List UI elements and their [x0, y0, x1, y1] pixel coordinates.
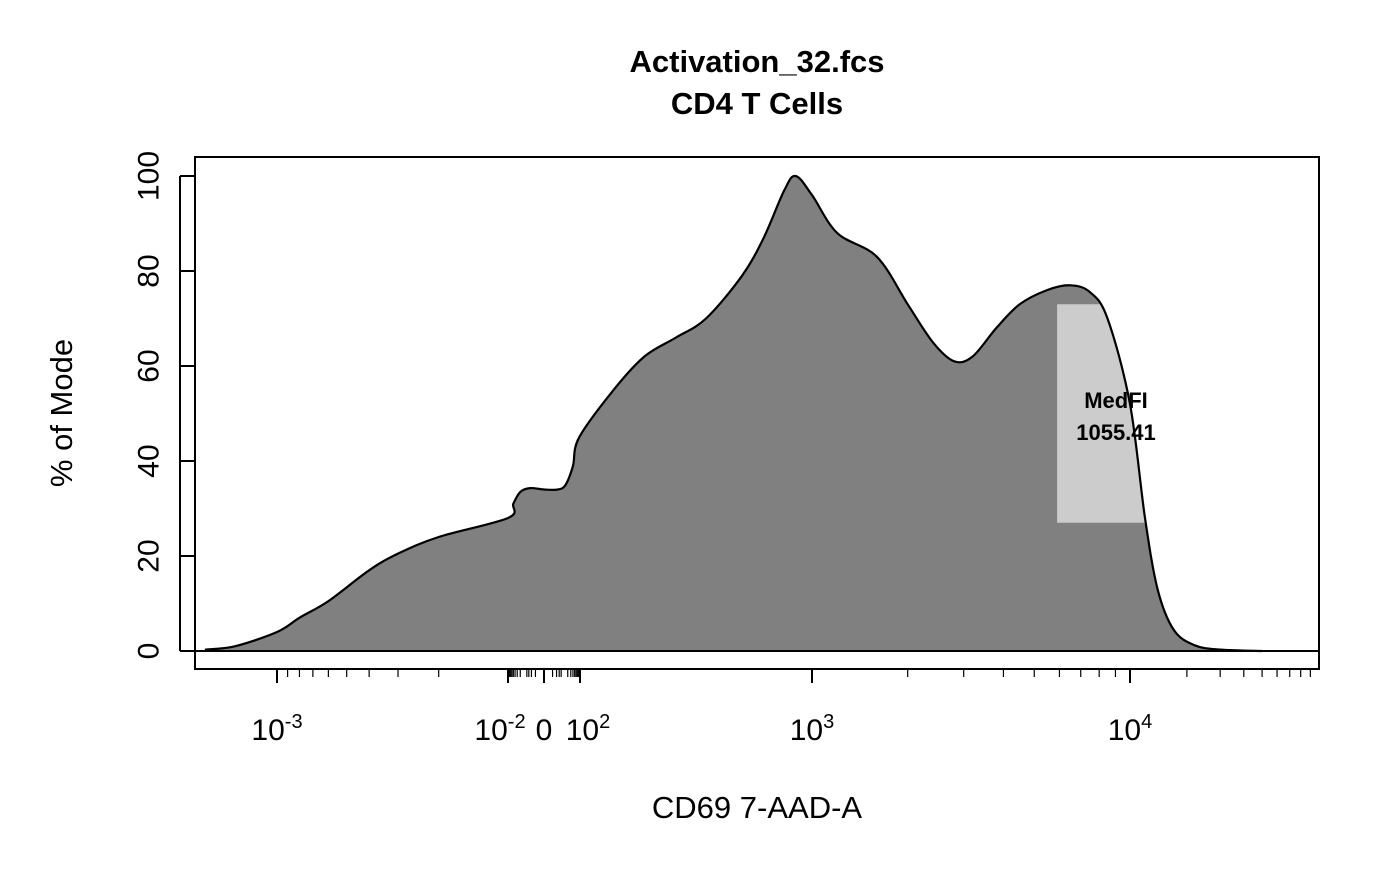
histogram-area-layer	[204, 175, 1263, 651]
median-gate-region	[1057, 304, 1147, 523]
x-axis: 10-3 10-2 0 102 103 104	[251, 669, 1311, 747]
histogram-outline	[204, 174, 1263, 653]
chart-title: Activation_32.fcs	[630, 44, 885, 79]
x-tick-label: 104	[1108, 711, 1153, 747]
y-tick-label: 100	[133, 151, 166, 201]
x-tick-label: 10-2	[474, 711, 525, 747]
y-axis: 0 20 40 60 80 100	[133, 151, 195, 660]
y-tick-label: 40	[133, 444, 166, 477]
y-axis-title: % of Mode	[44, 339, 79, 487]
gate-label: MedFI	[1084, 388, 1148, 413]
x-axis-title: CD69 7-AAD-A	[652, 790, 862, 825]
y-tick-label: 80	[133, 254, 166, 287]
x-tick-label: 10-3	[251, 711, 302, 747]
y-tick-label: 60	[133, 349, 166, 382]
x-tick-label: 103	[790, 711, 835, 747]
plot-frame	[194, 156, 1320, 670]
histogram-fill	[204, 175, 1263, 651]
x-tick-label: 102	[566, 711, 611, 747]
x-tick-label: 0	[536, 714, 553, 747]
y-tick-label: 20	[133, 539, 166, 572]
chart-subtitle: CD4 T Cells	[671, 86, 843, 121]
y-tick-label: 0	[133, 643, 166, 660]
gate-value: 1055.41	[1076, 420, 1156, 445]
